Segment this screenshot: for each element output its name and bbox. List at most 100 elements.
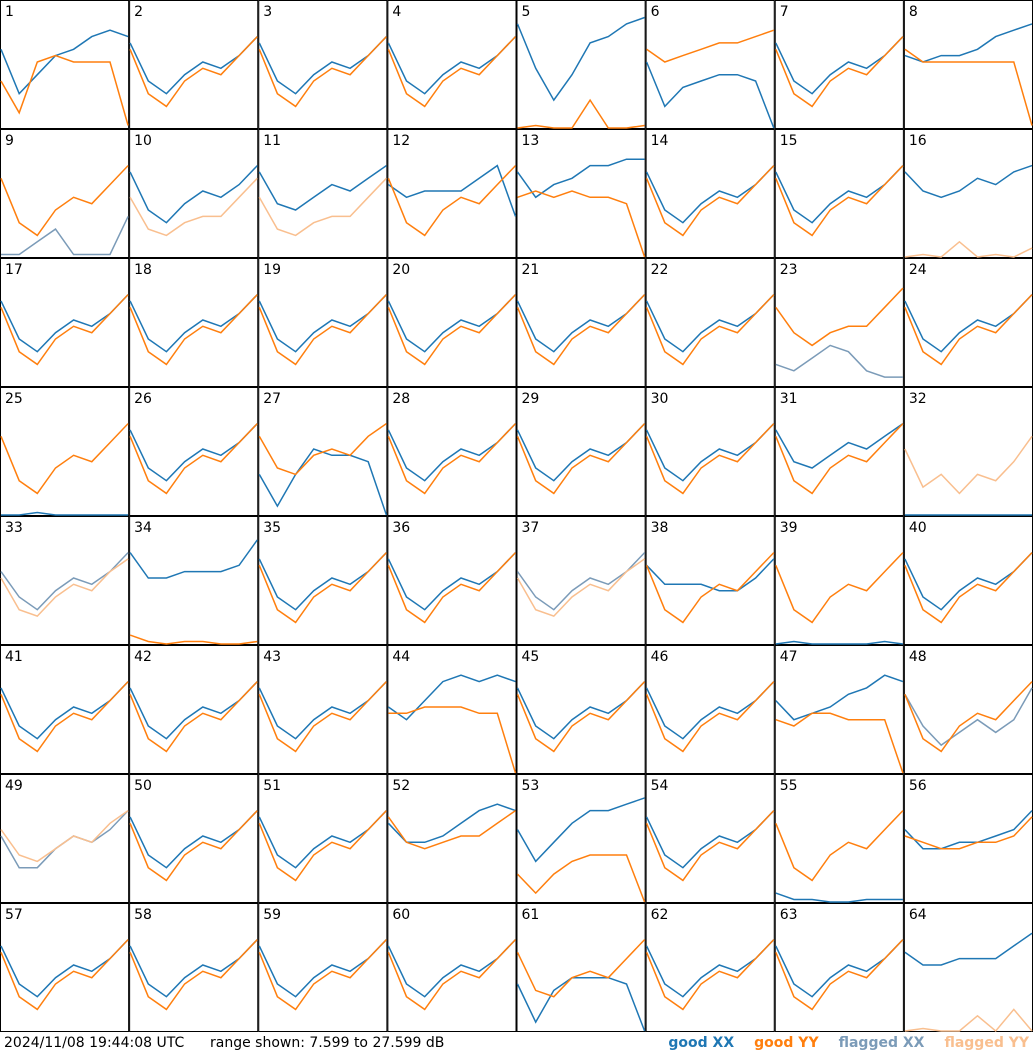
spectrum-line [1,216,129,256]
range-min: 7.599 [309,1035,349,1051]
panel-label: 50 [134,778,152,794]
spectrum-line [645,165,775,237]
spectrum-line [517,98,645,129]
panel-frame [387,0,517,129]
spectrum-line [387,36,517,108]
spectrum-line [775,287,904,347]
spectrum-line [129,810,258,882]
panel-frame [258,516,388,645]
panel-frame [774,903,904,1032]
panel-frame [129,774,259,903]
panel-frame [903,903,1033,1032]
panel-label: 2 [134,4,143,20]
spectrum-line [516,558,646,617]
panel-frame [645,0,775,129]
panel-frame [516,516,646,645]
spectrum-line [775,640,904,645]
legend-entry: good XX [668,1035,734,1051]
panel-label: 15 [780,133,798,149]
spectrum-line [129,634,258,645]
spectrum-line [258,36,387,108]
spectrum-line [775,422,904,469]
spectrum-line [516,976,646,1032]
spectrum-line [775,552,904,624]
panel-frame [0,645,130,774]
panel-label: 37 [522,520,540,536]
panel-frame [645,645,775,774]
spectrum-line [0,681,129,753]
panel-label: 8 [909,4,918,20]
spectrum-line [904,687,1033,747]
spectrum-line [387,294,517,366]
panel-frame [774,129,904,258]
spectrum-line [258,681,387,753]
spectrum-line [258,552,387,624]
spectrum-line [775,36,904,108]
range-label: range shown: [210,1035,305,1051]
panel-label: 56 [909,778,927,794]
panel-label: 30 [651,391,669,407]
spectrum-line [904,240,1033,258]
panel-frame [516,774,646,903]
spectrum-line [904,23,1033,63]
spectrum-line [129,165,258,224]
panel-frame [0,129,130,258]
spectrum-line [129,294,258,366]
panel-frame [387,516,517,645]
spectrum-line [258,939,387,1011]
spectrum-line [258,810,387,882]
spectrum-line [775,344,903,378]
panel-frame [774,258,904,387]
panel-frame [129,0,259,129]
panel-frame [516,387,646,516]
spectrum-line [775,810,904,882]
spectrum-line [129,939,258,1011]
spectrum-line [387,552,517,624]
panel-frame [774,774,904,903]
spectrum-line [645,423,775,495]
panel-label: 41 [5,649,23,665]
panel-label: 53 [522,778,540,794]
spectrum-line [904,681,1033,753]
panel-frame [645,774,775,903]
panel-label: 28 [392,391,410,407]
spectrum-line [775,674,904,721]
panel-label: 21 [522,262,540,278]
spectrum-line [904,1008,1033,1033]
spectrum-line [645,810,775,882]
range-unit: dB [426,1035,445,1051]
panel-label: 7 [780,4,789,20]
panel-frame [129,516,259,645]
panel-frame [903,516,1033,645]
panel-frame [645,903,775,1032]
panel-frame [903,258,1033,387]
spectrum-line [645,294,775,366]
panel-frame [903,387,1033,516]
spectrum-line [516,423,646,495]
panel-label: 5 [522,4,531,20]
panel-frame [129,387,259,516]
panel-label: 4 [392,4,401,20]
panel-label: 20 [392,262,410,278]
spectrum-line [904,816,1033,850]
panel-label: 32 [909,391,927,407]
panel-label: 3 [263,4,272,20]
panel-frame [645,129,775,258]
spectrum-line [129,681,258,753]
spectrum-line [387,164,517,217]
spectrum-line [1,511,129,516]
panel-frame [516,645,646,774]
spectrum-line [516,294,646,366]
panel-label: 64 [909,907,927,923]
spectrum-line [0,558,129,617]
spectrum-line [388,706,517,774]
spectrum-line [775,892,903,903]
panel-label: 13 [522,133,540,149]
panel-label: 39 [780,520,798,536]
panel-label: 27 [263,391,281,407]
panel-label: 35 [263,520,281,536]
panel-label: 33 [5,520,23,536]
panel-label: 31 [780,391,798,407]
spectrum-line [258,164,387,211]
spectrum-line [645,61,775,129]
